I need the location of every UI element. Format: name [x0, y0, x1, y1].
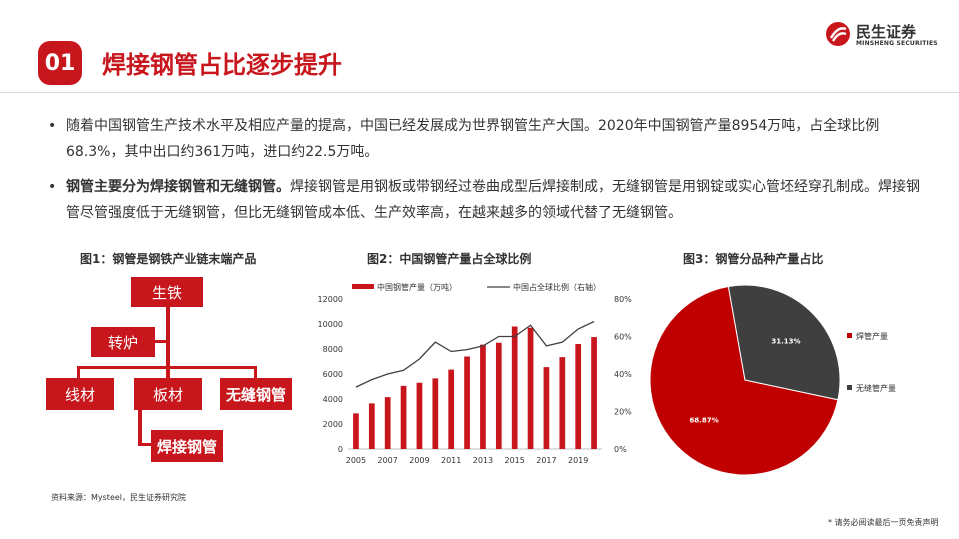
y-tick-label: 2000 [323, 420, 343, 429]
pie-value-label: 31.13% [771, 337, 800, 345]
bar [416, 382, 423, 449]
legend-bar-label: 中国钢管产量（万吨） [377, 282, 457, 292]
page-title: 焊接钢管占比逐步提升 [102, 51, 342, 79]
pie-slice [649, 285, 839, 476]
y-tick-label: 12000 [318, 295, 343, 304]
bar [480, 344, 486, 449]
node-wire: 线材 [46, 378, 114, 410]
logo-text-cn: 民生证券 [856, 23, 917, 41]
node-welded: 焊接钢管 [151, 430, 223, 462]
x-tick-label: 2013 [473, 456, 493, 465]
minsheng-logo-icon [826, 22, 850, 46]
disclaimer-note: * 请务必阅读最后一页免责声明 [828, 518, 939, 527]
share-line [355, 320, 595, 388]
section-number-badge: 01 [38, 41, 82, 85]
y-tick-label: 8000 [323, 345, 343, 354]
logo-text-en: MINSHENG SECURITIES [856, 40, 938, 47]
bar [543, 367, 550, 449]
y2-tick-label: 80% [614, 295, 632, 304]
legend-label: 焊管产量 [856, 331, 888, 341]
y-tick-label: 4000 [323, 395, 343, 404]
flow-connector [254, 366, 257, 378]
y-tick-label: 0 [338, 445, 343, 454]
bar [368, 403, 375, 449]
figure1-title: 图1：钢管是钢铁产业链末端产品 [80, 252, 257, 266]
bar [353, 413, 359, 449]
pie-slice [727, 284, 841, 401]
pie-value-label: 68.87% [689, 417, 718, 425]
x-tick-label: 2017 [536, 456, 556, 465]
flow-connector [166, 307, 170, 349]
legend-swatch [847, 333, 852, 338]
bullet-bold-prefix: 钢管主要分为焊接钢管和无缝钢管。 [66, 179, 290, 195]
bar [432, 378, 439, 449]
node-seamless: 无缝钢管 [220, 378, 292, 410]
node-steel: 生铁 [131, 277, 203, 307]
legend-label: 无缝管产量 [856, 383, 896, 393]
x-tick-label: 2007 [378, 456, 398, 465]
bullet-body: 焊接钢管是用钢板或带钢经过卷曲成型后焊接制成，无缝钢管是用钢锭或实心管坯经穿孔制… [66, 179, 920, 221]
bar [495, 342, 502, 449]
x-tick-label: 2019 [568, 456, 588, 465]
x-tick-label: 2009 [409, 456, 429, 465]
flow-connector [77, 366, 80, 378]
bar [591, 337, 597, 449]
y2-tick-label: 20% [614, 408, 632, 417]
node-converter: 转炉 [91, 327, 155, 357]
source-note: 资料来源：Mysteel，民生证券研究院 [51, 493, 187, 502]
bullet-paragraph-2: • 钢管主要分为焊接钢管和无缝钢管。焊接钢管是用钢板或带钢经过卷曲成型后焊接制成… [40, 174, 930, 226]
header-divider [0, 92, 959, 93]
y-tick-label: 10000 [318, 320, 343, 329]
bar [400, 385, 407, 449]
bullet-text-2: 钢管主要分为焊接钢管和无缝钢管。焊接钢管是用钢板或带钢经过卷曲成型后焊接制成，无… [66, 174, 930, 226]
y2-tick-label: 60% [614, 333, 632, 342]
x-tick-label: 2011 [441, 456, 461, 465]
bar [527, 327, 534, 449]
bar [464, 356, 470, 449]
production-chart: 中国钢管产量（万吨） 中国占全球比例（右轴） 0 2000 4000 6000 8000… [318, 282, 633, 465]
flow-connector [166, 348, 170, 378]
flow-connector [138, 410, 142, 446]
bullet-text-1: 随着中国钢管生产技术水平及相应产量的提高，中国已经发展成为世界钢管生产大国。20… [66, 118, 880, 160]
figure2-title: 图2：中国钢管产量占全球比例 [367, 252, 532, 266]
legend-bar-swatch [352, 284, 374, 289]
bar [575, 344, 582, 449]
bullet-dot-icon: • [48, 179, 57, 195]
bullet-dot-icon: • [48, 118, 57, 134]
bar [511, 326, 518, 449]
bar [448, 369, 455, 449]
legend-line-label: 中国占全球比例（右轴） [513, 282, 601, 292]
bar [559, 357, 566, 449]
flow-connector [138, 443, 154, 446]
x-tick-label: 2005 [346, 456, 366, 465]
legend-swatch [847, 385, 852, 390]
bullet-paragraph-1: • 随着中国钢管生产技术水平及相应产量的提高，中国已经发展成为世界钢管生产大国。… [40, 113, 930, 165]
node-plate: 板材 [134, 378, 202, 410]
y2-tick-label: 0% [614, 445, 627, 454]
figure3-title: 图3：钢管分品种产量占比 [683, 252, 824, 266]
flow-connector [151, 340, 170, 343]
x-tick-label: 2015 [505, 456, 525, 465]
y2-tick-label: 40% [614, 370, 632, 379]
y-tick-label: 6000 [323, 370, 343, 379]
bar [384, 397, 391, 449]
